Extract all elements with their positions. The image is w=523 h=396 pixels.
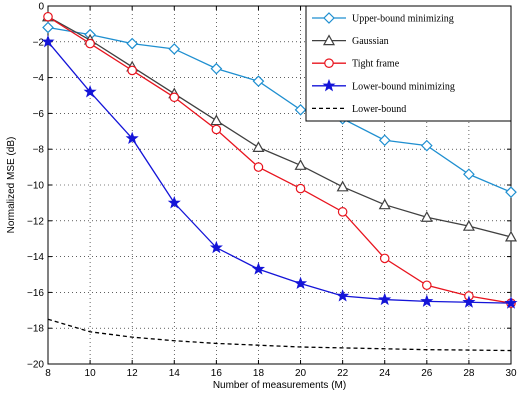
data-point-lower-bound-minimizing [209, 240, 223, 254]
data-point-upper-bound-minimizing [505, 186, 517, 199]
y-tick-label: −8 [33, 145, 45, 156]
y-tick-label: −16 [27, 288, 44, 299]
data-point-upper-bound-minimizing [420, 139, 433, 152]
legend-label-lower-bound-minimizing: Lower-bound minimizing [352, 81, 455, 92]
series-line-lower-bound-minimizing [47, 41, 512, 304]
y-axis-label: Normalized MSE (dB) [6, 137, 17, 234]
x-tick-label: 12 [127, 368, 139, 379]
legend-label-tight-frame: Tight frame [352, 59, 400, 70]
data-point-gaussian [252, 141, 265, 153]
series-line-upper-bound-minimizing [47, 26, 512, 193]
x-tick-label: 10 [85, 368, 97, 379]
data-point-tight-frame [169, 92, 180, 103]
series-lower-bound [47, 318, 512, 352]
legend-label-upper-bound-minimizing: Upper-bound minimizing [352, 14, 454, 25]
data-point-tight-frame [337, 207, 348, 217]
data-point-upper-bound-minimizing [168, 43, 181, 55]
data-point-lower-bound-minimizing [504, 296, 518, 309]
data-point-tight-frame [379, 253, 390, 264]
data-point-tight-frame [295, 183, 306, 194]
data-point-lower-bound-minimizing [167, 196, 181, 209]
data-point-tight-frame [211, 124, 222, 135]
x-tick-label: 26 [421, 368, 433, 379]
series-line-gaussian [47, 16, 512, 238]
legend-marker-upper-bound-minimizing [323, 12, 335, 24]
x-axis-label: Number of measurements (M) [213, 380, 346, 391]
series-line-lower-bound [47, 318, 512, 352]
series-line-tight-frame [47, 16, 512, 304]
data-point-gaussian [378, 198, 391, 210]
y-tick-label: −14 [27, 252, 44, 263]
data-point-gaussian [210, 114, 223, 126]
data-point-tight-frame [85, 38, 95, 49]
x-tick-label: 22 [337, 368, 349, 379]
data-point-lower-bound-minimizing [294, 276, 308, 290]
data-point-gaussian [420, 210, 433, 222]
x-tick-label: 14 [169, 368, 181, 379]
legend: Upper-bound minimizing Gaussian Tight fram… [305, 5, 512, 122]
x-tick-label: 20 [295, 368, 307, 379]
legend-label-lower-bound: Lower-bound [352, 104, 406, 115]
y-tick-label: −10 [27, 181, 44, 192]
data-point-lower-bound-minimizing [125, 131, 139, 145]
y-tick-label: −20 [27, 360, 44, 371]
data-point-upper-bound-minimizing [210, 62, 223, 75]
legend-marker-lower-bound-minimizing [322, 78, 336, 92]
data-point-tight-frame [127, 65, 137, 76]
y-tick-label: −18 [27, 324, 44, 335]
data-point-gaussian [336, 180, 349, 192]
y-tick-label: −12 [27, 216, 44, 227]
y-tick-label: 0 [38, 2, 44, 13]
y-tick-label: −4 [33, 73, 45, 84]
data-point-gaussian [294, 159, 307, 170]
data-point-upper-bound-minimizing [42, 21, 54, 34]
x-tick-label: 8 [45, 368, 51, 379]
data-point-lower-bound-minimizing [83, 85, 97, 98]
tick-labels: 8 10 12 14 16 18 20 22 24 26 28 30 0 −2 −4 −6 −8 −10 −12 −1… [27, 2, 517, 380]
data-point-tight-frame [253, 162, 264, 172]
data-point-tight-frame [422, 280, 432, 291]
x-tick-label: 24 [379, 368, 391, 379]
x-tick-label: 16 [211, 368, 223, 379]
data-point-tight-frame [43, 11, 53, 22]
data-point-upper-bound-minimizing [463, 168, 475, 181]
data-point-lower-bound-minimizing [41, 34, 55, 48]
y-tick-label: −6 [33, 109, 45, 120]
data-point-lower-bound-minimizing [336, 289, 350, 302]
legend-label-gaussian: Gaussian [352, 36, 389, 47]
y-tick-label: −2 [33, 37, 45, 48]
data-point-gaussian [504, 230, 518, 242]
x-tick-label: 30 [505, 368, 517, 379]
data-point-gaussian [462, 219, 475, 231]
data-point-lower-bound-minimizing [251, 262, 265, 275]
data-point-lower-bound-minimizing [378, 292, 392, 306]
legend-marker-gaussian [322, 34, 336, 46]
data-point-upper-bound-minimizing [252, 75, 265, 88]
data-point-lower-bound-minimizing [462, 295, 476, 308]
data-point-lower-bound-minimizing [420, 294, 434, 307]
legend-marker-tight-frame [324, 58, 334, 68]
x-tick-label: 28 [463, 368, 475, 379]
data-point-upper-bound-minimizing [378, 134, 391, 147]
x-tick-label: 18 [253, 368, 265, 379]
data-point-upper-bound-minimizing [126, 37, 139, 50]
data-point-upper-bound-minimizing [294, 103, 307, 116]
series-lower-bound-minimizing [41, 34, 518, 309]
